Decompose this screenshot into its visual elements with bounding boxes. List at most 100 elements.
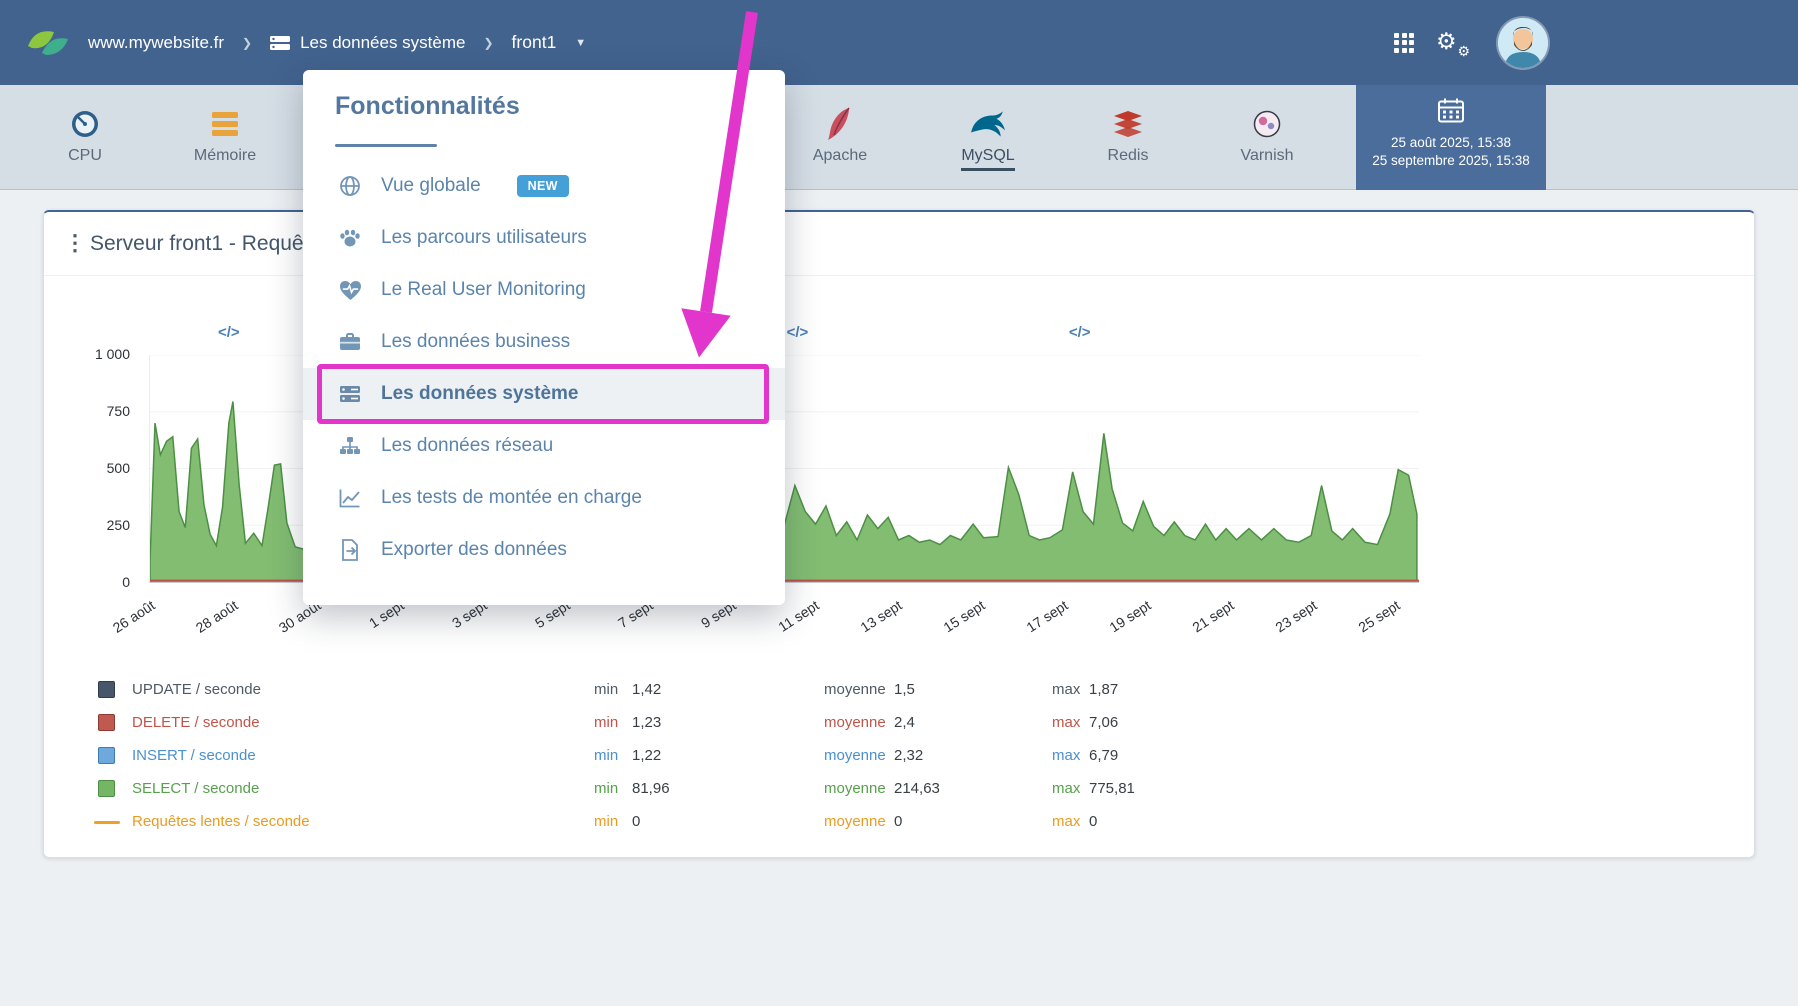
legend-max-value: 7,06 [1089,714,1119,731]
legend-avg-value: 214,63 [894,780,940,797]
legend-max-value: 0 [1089,813,1098,830]
breadcrumb-section[interactable]: Les données système [270,33,465,53]
menu-item-donnees-reseau[interactable]: Les données réseau [303,420,785,472]
legend-row-select[interactable]: SELECT / seconde min 81,96 moyenne 214,6… [44,773,1754,806]
menu-item-real-user-monitoring[interactable]: Le Real User Monitoring [303,264,785,316]
chart-annotations[interactable]: </> </> </> [149,324,1419,348]
legend-min-label: min [594,813,619,830]
tab-mysql-label: MySQL [961,147,1015,171]
server-icon [337,385,363,403]
legend-min-value: 81,96 [632,780,670,797]
legend-label: UPDATE / seconde [132,681,261,698]
legend-row-slow-queries[interactable]: Requêtes lentes / seconde min 0 moyenne … [44,806,1754,839]
legend-swatch [94,821,120,824]
legend-swatch [98,681,115,698]
legend-row-insert[interactable]: INSERT / seconde min 1,22 moyenne 2,32 m… [44,740,1754,773]
legend-avg-value: 0 [894,813,903,830]
metric-tabbar: CPU Mémoire Apache MySQL Redis Varnish [0,85,1798,190]
breadcrumb-section-label: Les données système [300,32,466,52]
settings-gears-icon[interactable]: ⚙ ⚙ [1436,27,1470,59]
legend-swatch [98,714,115,731]
menu-item-label: Le Real User Monitoring [381,279,586,300]
tab-redis[interactable]: Redis [1068,85,1188,190]
menu-item-label: Les données business [381,331,571,352]
legend-max-value: 1,87 [1089,681,1119,698]
tab-memoire[interactable]: Mémoire [165,85,285,190]
features-menu-title: Fonctionnalités [335,92,520,120]
tab-redis-label: Redis [1107,147,1149,164]
features-menu: Fonctionnalités Vue globale NEW Les parc… [303,70,785,605]
tab-varnish[interactable]: Varnish [1207,85,1327,190]
more-options-icon[interactable]: ⋮ [64,230,86,255]
legend-min-label: min [594,747,619,764]
legend-max-value: 775,81 [1089,780,1135,797]
line-chart-icon [337,488,363,508]
tab-varnish-label: Varnish [1240,147,1294,164]
server-selector[interactable]: front1 ▼ [512,32,587,53]
legend-label: INSERT / seconde [132,747,256,764]
tab-cpu[interactable]: CPU [25,85,145,190]
legend-avg-label: moyenne [824,714,886,731]
briefcase-icon [337,332,363,352]
legend-label: DELETE / seconde [132,714,260,731]
chevron-right-icon: ❯ [483,35,494,50]
tab-cpu-label: CPU [68,147,102,164]
heartbeat-icon [337,280,363,301]
export-file-icon [337,539,363,561]
calendar-icon [1356,97,1546,128]
legend-avg-value: 1,5 [894,681,915,698]
apps-grid-icon[interactable] [1394,32,1414,53]
mysql-dolphin-icon [928,105,1048,143]
varnish-icon [1207,105,1327,143]
chevron-right-icon: ❯ [242,35,253,50]
code-annotation-icon: </> [786,324,809,341]
date-range-end: 25 septembre 2025, 15:38 [1372,153,1530,168]
menu-item-exporter-donnees[interactable]: Exporter des données [303,524,785,576]
legend-avg-label: moyenne [824,813,886,830]
legend-avg-label: moyenne [824,681,886,698]
gauge-icon [25,105,145,143]
menu-item-vue-globale[interactable]: Vue globale NEW [303,160,785,212]
legend-max-label: max [1052,714,1081,731]
top-navbar: www.mywebsite.fr ❯ Les données système ❯… [0,0,1798,85]
legend-min-label: min [594,681,619,698]
menu-item-parcours-utilisateurs[interactable]: Les parcours utilisateurs [303,212,785,264]
legend-row-delete[interactable]: DELETE / seconde min 1,23 moyenne 2,4 ma… [44,707,1754,740]
menu-item-label: Les données système [381,383,579,404]
title-underline [335,144,437,147]
legend-label: SELECT / seconde [132,780,260,797]
legend-max-label: max [1052,681,1081,698]
menu-item-donnees-business[interactable]: Les données business [303,316,785,368]
legend-min-label: min [594,780,619,797]
menu-item-donnees-systeme[interactable]: Les données système [303,368,785,420]
mysql-chart-card: ⋮ Serveur front1 - Requê </> </> </> 1 000… [43,210,1755,858]
network-sitemap-icon [337,436,363,456]
leaf-logo-icon[interactable] [26,26,70,60]
new-badge: NEW [516,175,569,197]
server-icon [270,35,291,50]
tab-apache[interactable]: Apache [780,85,900,190]
menu-item-label: Les tests de montée en charge [381,487,642,508]
legend-row-update[interactable]: UPDATE / seconde min 1,42 moyenne 1,5 ma… [44,674,1754,707]
legend-avg-label: moyenne [824,780,886,797]
menu-item-label: Vue globale [381,175,481,196]
breadcrumb-site[interactable]: www.mywebsite.fr [88,32,225,52]
legend-swatch [98,780,115,797]
legend-min-value: 0 [632,813,641,830]
date-range-picker[interactable]: 25 août 2025, 15:38 25 septembre 2025, 1… [1356,85,1546,190]
legend-min-value: 1,23 [632,714,662,731]
legend-min-value: 1,22 [632,747,662,764]
legend-label: Requêtes lentes / seconde [132,813,310,830]
legend-max-label: max [1052,813,1081,830]
tab-apache-label: Apache [812,147,868,164]
server-selector-label: front1 [511,32,557,52]
paw-icon [337,228,363,248]
menu-item-tests-montee-en-charge[interactable]: Les tests de montée en charge [303,472,785,524]
legend-max-value: 6,79 [1089,747,1119,764]
user-avatar[interactable] [1498,17,1548,68]
code-annotation-icon: </> [1068,324,1091,341]
redis-cube-icon [1068,105,1188,143]
memory-icon [165,105,285,143]
date-range-start: 25 août 2025, 15:38 [1390,135,1512,150]
tab-mysql[interactable]: MySQL [928,85,1048,190]
